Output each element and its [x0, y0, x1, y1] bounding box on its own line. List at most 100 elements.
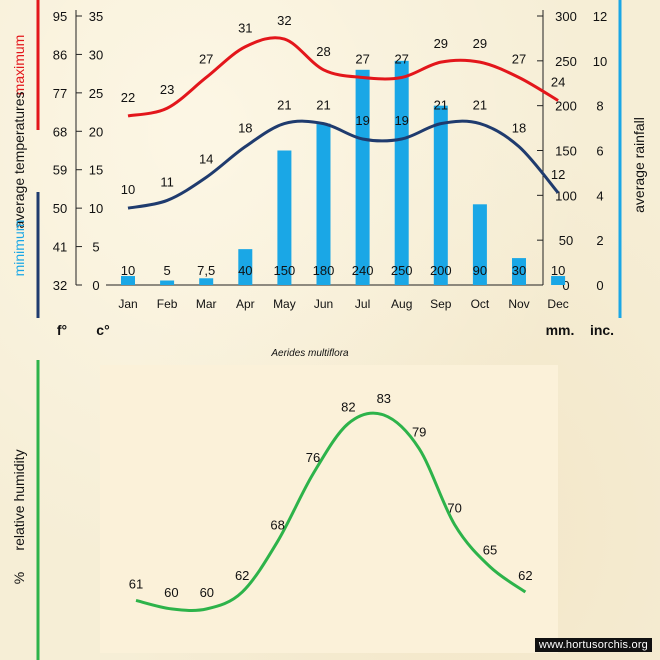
rainfall-bar	[551, 276, 566, 285]
humidity-data-label: 61	[129, 576, 143, 591]
f-tick-label: 50	[53, 201, 67, 216]
rainfall-data-label: 250	[391, 263, 413, 278]
max-data-label: 23	[160, 82, 174, 97]
mm-tick-label: 200	[555, 99, 577, 114]
min-data-label: 19	[394, 113, 408, 128]
month-label: Aug	[391, 297, 412, 311]
mm-tick-label: 150	[555, 144, 577, 159]
c-tick-label: 10	[89, 201, 103, 216]
mm-tick-label: 50	[559, 233, 573, 248]
mm-tick-label: 250	[555, 54, 577, 69]
min-data-label: 21	[277, 98, 291, 113]
max-data-label: 27	[512, 51, 526, 66]
month-label: Mar	[196, 297, 217, 311]
humidity-data-label: 60	[164, 585, 178, 600]
f-tick-label: 95	[53, 9, 67, 24]
mm-tick-label: 100	[555, 188, 577, 203]
month-label: Jul	[355, 297, 370, 311]
rainfall-data-label: 180	[313, 263, 335, 278]
rainfall-bar	[355, 69, 370, 285]
max-data-label: 31	[238, 21, 252, 36]
min-data-label: 10	[121, 182, 135, 197]
rainfall-data-label: 40	[238, 263, 252, 278]
humidity-data-label: 70	[447, 501, 461, 516]
min-data-label: 12	[551, 167, 565, 182]
inch-tick-label: 8	[596, 99, 603, 114]
maximum-label: maximum	[11, 35, 27, 96]
f-tick-label: 77	[53, 86, 67, 101]
unit-mm: mm.	[546, 322, 575, 338]
species-subtitle: Aerides multiflora	[270, 348, 349, 359]
humidity-data-label: 83	[377, 391, 391, 406]
humidity-data-label: 62	[235, 568, 249, 583]
humidity-data-label: 60	[200, 585, 214, 600]
max-data-label: 28	[316, 44, 330, 59]
min-data-label: 21	[316, 98, 330, 113]
inch-tick-label: 2	[596, 233, 603, 248]
humidity-data-label: 62	[518, 568, 532, 583]
inch-tick-label: 4	[596, 188, 603, 203]
humidity-data-label: 65	[483, 543, 497, 558]
inch-tick-label: 0	[596, 278, 603, 293]
rainfall-bar	[121, 276, 135, 285]
month-label: Dec	[547, 297, 568, 311]
max-data-label: 32	[277, 13, 291, 28]
month-label: Apr	[236, 297, 255, 311]
rainfall-data-label: 240	[352, 263, 374, 278]
rainfall-bar	[316, 123, 331, 285]
rainfall-bar	[433, 105, 448, 286]
max-data-label: 24	[551, 75, 565, 90]
c-tick-label: 25	[89, 86, 103, 101]
f-tick-label: 68	[53, 124, 67, 139]
min-data-label: 21	[434, 98, 448, 113]
min-data-label: 21	[473, 98, 487, 113]
humidity-data-label: 79	[412, 425, 426, 440]
max-data-label: 27	[199, 51, 213, 66]
min-data-label: 11	[160, 174, 174, 189]
inch-tick-label: 6	[596, 144, 603, 159]
mm-tick-label: 300	[555, 9, 577, 24]
watermark: www.hortusorchis.org	[534, 638, 652, 652]
rainfall-label: average rainfall	[631, 117, 647, 213]
rainfall-bar	[277, 150, 292, 285]
rainfall-data-label: 30	[512, 263, 526, 278]
unit-celsius: c°	[96, 322, 109, 338]
c-tick-label: 35	[89, 9, 103, 24]
relative-humidity-label: relative humidity	[11, 449, 27, 550]
rainfall-bar	[199, 278, 214, 285]
min-data-label: 14	[199, 151, 213, 166]
inch-tick-label: 12	[593, 9, 607, 24]
rainfall-data-label: 7,5	[197, 263, 215, 278]
rainfall-bar	[394, 60, 409, 286]
rainfall-bar	[238, 249, 253, 285]
month-label: May	[273, 297, 296, 311]
c-tick-label: 0	[92, 278, 99, 293]
month-label: Jun	[314, 297, 333, 311]
month-label: Nov	[508, 297, 529, 311]
max-data-label: 27	[355, 51, 369, 66]
month-label: Feb	[157, 297, 178, 311]
humidity-panel	[100, 365, 558, 653]
min-data-label: 19	[355, 113, 369, 128]
f-tick-label: 59	[53, 163, 67, 178]
f-tick-label: 32	[53, 278, 67, 293]
min-data-label: 18	[512, 121, 526, 136]
humidity-line	[135, 411, 527, 612]
maximum-temperature-line	[127, 36, 559, 118]
f-tick-label: 86	[53, 47, 67, 62]
max-data-label: 29	[473, 36, 487, 51]
month-label: Oct	[471, 297, 490, 311]
rainfall-bar	[512, 258, 526, 285]
rainfall-data-label: 200	[430, 263, 452, 278]
unit-fahrenheit: f°	[57, 322, 67, 338]
mm-tick-label: 0	[562, 278, 569, 293]
rainfall-bar	[472, 204, 487, 285]
avg-temperatures-label: average temperatures	[11, 92, 27, 229]
month-label: Jan	[118, 297, 137, 311]
minimum-temperature-line	[127, 119, 560, 210]
month-label: Sep	[430, 297, 452, 311]
rainfall-data-label: 10	[551, 263, 565, 278]
humidity-data-label: 82	[341, 399, 355, 414]
